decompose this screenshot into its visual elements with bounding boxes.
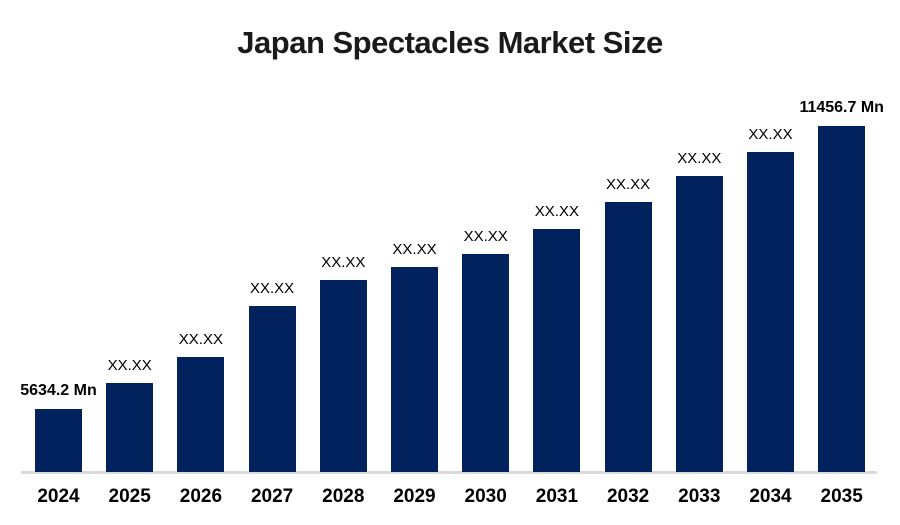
bar-2032 xyxy=(604,202,652,472)
bar-value-label-2032: XX.XX xyxy=(606,175,651,193)
x-axis-label-2030: 2030 xyxy=(464,486,507,507)
x-axis-label-2033: 2033 xyxy=(678,486,721,507)
bar-2026 xyxy=(177,357,225,472)
bar-value-label-2031: XX.XX xyxy=(534,202,579,220)
bar-2027 xyxy=(248,306,296,472)
bar-value-label-2030: XX.XX xyxy=(463,227,508,245)
bar-value-label-2029: XX.XX xyxy=(392,240,437,258)
x-axis-label-2029: 2029 xyxy=(393,486,436,507)
bar-2035 xyxy=(818,126,866,472)
x-axis-label-2026: 2026 xyxy=(179,486,223,507)
bar-2033 xyxy=(675,176,723,472)
bar-value-label-2026: XX.XX xyxy=(178,330,223,348)
bar-2025 xyxy=(106,383,154,472)
x-axis-label-2025: 2025 xyxy=(108,486,151,507)
bar-value-label-2024: 5634.2 Mn xyxy=(20,382,97,400)
bar-value-label-2034: XX.XX xyxy=(748,125,793,143)
bar-2030 xyxy=(462,254,510,472)
x-axis-label-2024: 2024 xyxy=(37,486,80,507)
bar-value-label-2025: XX.XX xyxy=(107,356,152,374)
x-axis-label-2028: 2028 xyxy=(322,486,365,507)
bar-value-label-2033: XX.XX xyxy=(677,149,722,167)
x-axis-label-2035: 2035 xyxy=(820,486,863,507)
bar-value-label-2028: XX.XX xyxy=(321,253,366,271)
x-axis-label-2031: 2031 xyxy=(535,486,579,507)
x-axis-line xyxy=(21,471,877,474)
bar-2029 xyxy=(391,267,438,472)
bar-2028 xyxy=(319,280,367,472)
x-axis-label-2034: 2034 xyxy=(749,486,792,507)
bar-value-label-2035: 11456.7 Mn xyxy=(799,99,884,117)
x-axis-label-2032: 2032 xyxy=(606,486,650,507)
bar-2024 xyxy=(35,409,82,472)
chart-title: Japan Spectacles Market Size xyxy=(237,25,663,60)
bar-2031 xyxy=(533,229,581,472)
bar-2034 xyxy=(747,152,794,472)
x-axis-label-2027: 2027 xyxy=(250,486,294,507)
bar-value-label-2027: XX.XX xyxy=(250,279,295,297)
